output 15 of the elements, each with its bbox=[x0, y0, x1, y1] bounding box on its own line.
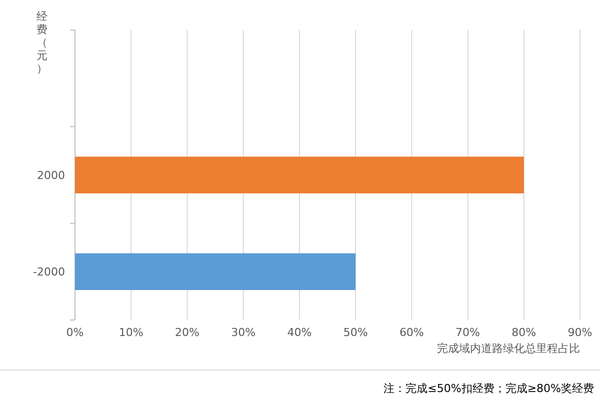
x-tick-label: 0% bbox=[66, 326, 84, 339]
text: 注：完成≤50%扣经费；完成≥80%奖经费 bbox=[384, 382, 594, 395]
x-tick-label: 50% bbox=[343, 326, 368, 339]
x-tick-label: 20% bbox=[174, 326, 200, 339]
x-tick-label: 60% bbox=[399, 326, 424, 339]
x-tick-label: 80% bbox=[512, 326, 536, 339]
x-tick-label: 10% bbox=[118, 326, 144, 339]
x-tick-label: 90% bbox=[568, 326, 592, 339]
x-tick-label: 70% bbox=[456, 326, 480, 339]
x-tick-label: 30% bbox=[231, 326, 256, 339]
y-axis-title: 经费（元） bbox=[36, 10, 48, 75]
x-axis-title: 完成域内道路绿化总里程占比 bbox=[437, 342, 580, 355]
y-tick-label: 2000 bbox=[37, 168, 65, 182]
x-tick-label: 40% bbox=[287, 326, 312, 339]
y-tick-label: -2000 bbox=[33, 266, 65, 279]
